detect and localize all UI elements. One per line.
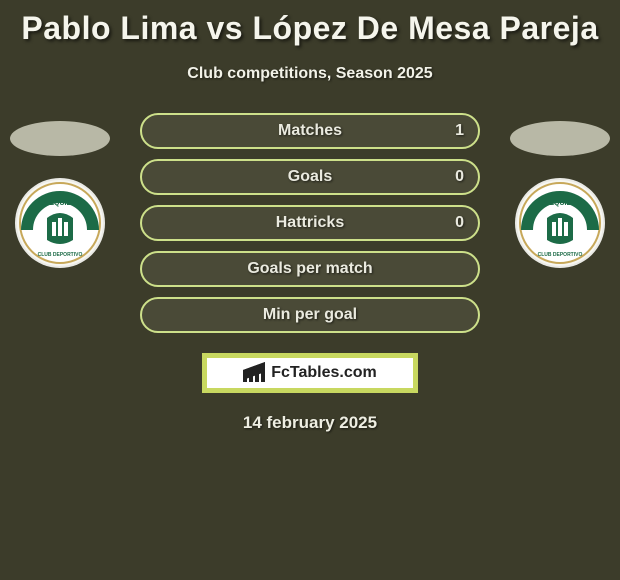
stat-label: Matches <box>278 122 342 140</box>
player-left-head-silhouette <box>10 121 110 156</box>
stat-label: Goals per match <box>247 260 372 278</box>
stat-right-value: 0 <box>455 214 464 232</box>
svg-text:CLUB DEPORTIVO: CLUB DEPORTIVO <box>538 252 583 258</box>
stat-label: Min per goal <box>263 306 357 324</box>
club-crest-icon: LA EQUIDAD CLUB DEPORTIVO <box>19 182 101 264</box>
stats-column: Matches 1 Goals 0 Hattricks 0 Goals per … <box>140 113 480 343</box>
svg-text:LA EQUIDAD: LA EQUIDAD <box>38 200 81 207</box>
stat-right-value: 1 <box>455 122 464 140</box>
stat-row-goals: Goals 0 <box>140 159 480 195</box>
barchart-icon <box>243 364 265 382</box>
svg-text:CLUB DEPORTIVO: CLUB DEPORTIVO <box>38 252 83 258</box>
brand-badge: FcTables.com <box>202 353 418 393</box>
stat-row-min-per-goal: Min per goal <box>140 297 480 333</box>
subtitle: Club competitions, Season 2025 <box>0 65 620 83</box>
player-left-club-badge: LA EQUIDAD CLUB DEPORTIVO <box>15 178 105 268</box>
stat-right-value: 0 <box>455 168 464 186</box>
club-crest-icon: LA EQUIDAD CLUB DEPORTIVO <box>519 182 601 264</box>
player-right-head-silhouette <box>510 121 610 156</box>
brand-text: FcTables.com <box>271 364 377 382</box>
page-title: Pablo Lima vs López De Mesa Pareja <box>0 0 620 47</box>
stat-label: Hattricks <box>276 214 344 232</box>
generation-date: 14 february 2025 <box>0 413 620 433</box>
stat-row-matches: Matches 1 <box>140 113 480 149</box>
player-right-club-badge: LA EQUIDAD CLUB DEPORTIVO <box>515 178 605 268</box>
stat-row-goals-per-match: Goals per match <box>140 251 480 287</box>
stat-row-hattricks: Hattricks 0 <box>140 205 480 241</box>
stat-label: Goals <box>288 168 332 186</box>
svg-text:LA EQUIDAD: LA EQUIDAD <box>538 200 581 207</box>
